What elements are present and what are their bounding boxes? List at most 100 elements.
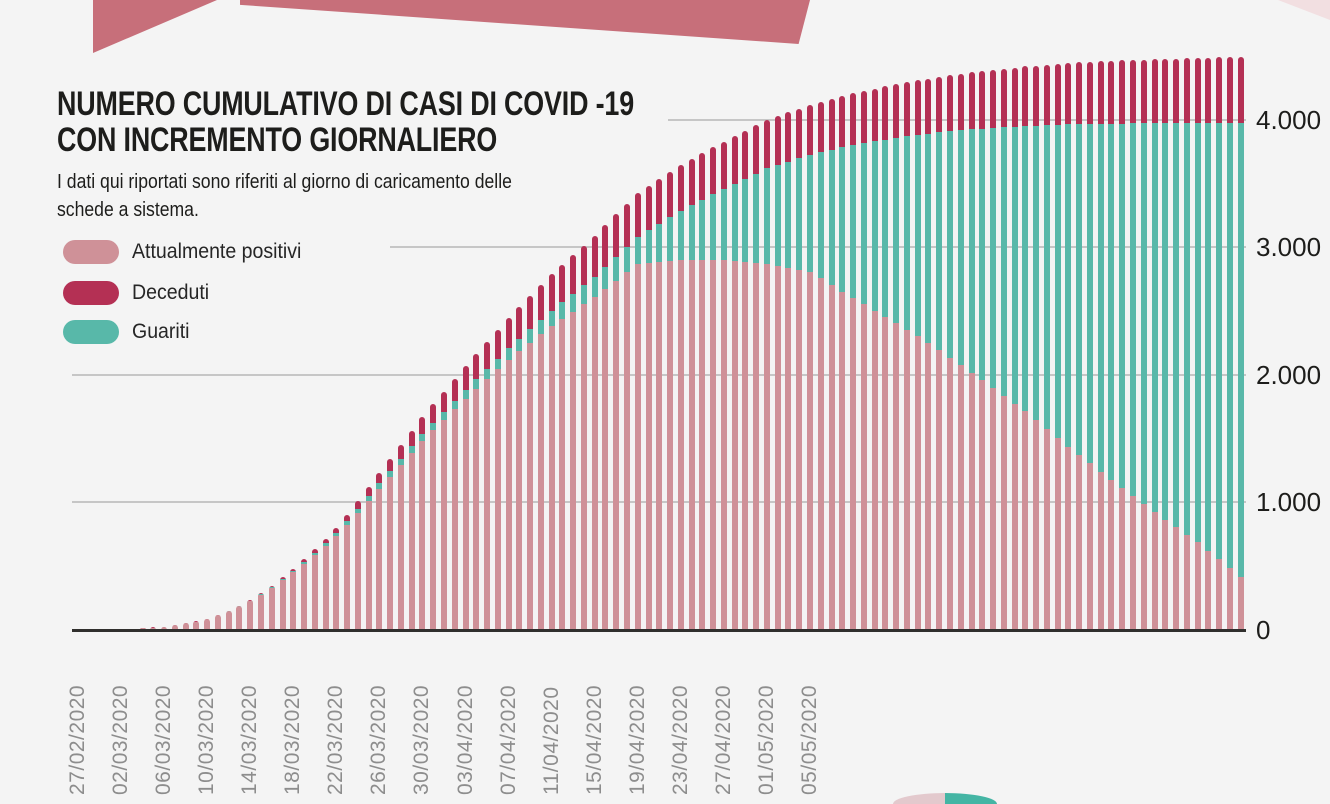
bar-segment-positivi bbox=[677, 260, 684, 630]
bar-segment-deceduti bbox=[828, 98, 835, 150]
x-axis-label: 23/04/2020 bbox=[668, 684, 692, 795]
bar bbox=[936, 76, 943, 630]
bar bbox=[1205, 57, 1212, 630]
bar-segment-positivi bbox=[204, 619, 211, 630]
bar-segment-positivi bbox=[699, 260, 706, 630]
bar bbox=[1054, 63, 1061, 630]
bar bbox=[236, 605, 243, 630]
bar-segment-guariti bbox=[602, 266, 609, 289]
bar-segment-guariti bbox=[580, 285, 587, 305]
bar-segment-positivi bbox=[731, 261, 738, 630]
bar-segment-positivi bbox=[1162, 519, 1169, 630]
chart-subtitle-line2: schede a sistema. bbox=[57, 199, 199, 221]
bar-segment-guariti bbox=[634, 236, 641, 265]
bar bbox=[344, 514, 351, 630]
bar-segment-deceduti bbox=[462, 366, 469, 390]
bar bbox=[225, 610, 232, 630]
bar bbox=[494, 329, 501, 630]
legend-label-guariti: Guariti bbox=[132, 320, 190, 343]
bar bbox=[1033, 65, 1040, 630]
bar bbox=[968, 72, 975, 630]
bar-segment-positivi bbox=[763, 264, 770, 630]
bar bbox=[893, 84, 900, 630]
bar bbox=[774, 116, 781, 630]
top-left-banner-decoration bbox=[93, 0, 217, 53]
bar-segment-positivi bbox=[990, 387, 997, 630]
legend-item-guariti: Guariti bbox=[63, 320, 194, 344]
chart-title-line1: NUMERO CUMULATIVO DI CASI DI COVID -19 bbox=[57, 85, 634, 123]
legend-item-deceduti: Deceduti bbox=[63, 281, 215, 305]
x-axis-label: 02/03/2020 bbox=[109, 684, 133, 795]
bar bbox=[548, 274, 555, 630]
bar bbox=[527, 295, 534, 630]
bar-segment-deceduti bbox=[1119, 60, 1126, 124]
bar-segment-deceduti bbox=[1173, 58, 1180, 124]
bar bbox=[268, 585, 275, 630]
bar bbox=[279, 577, 286, 630]
x-axis-label: 30/03/2020 bbox=[410, 684, 434, 795]
bar-segment-positivi bbox=[354, 513, 361, 630]
x-axis-label: 18/03/2020 bbox=[281, 684, 305, 795]
bar-segment-deceduti bbox=[1140, 59, 1147, 124]
bar bbox=[645, 185, 652, 630]
bar-segment-deceduti bbox=[333, 528, 340, 533]
bar-segment-deceduti bbox=[570, 255, 577, 294]
chart-subtitle: I dati qui riportati sono riferiti al gi… bbox=[57, 168, 574, 224]
legend-swatch-positivi bbox=[63, 240, 119, 264]
bar-segment-guariti bbox=[301, 561, 308, 564]
bar-segment-guariti bbox=[1086, 123, 1093, 464]
bar-segment-deceduti bbox=[354, 501, 361, 509]
bar-segment-positivi bbox=[1000, 395, 1007, 630]
bar bbox=[1173, 58, 1180, 630]
bar-segment-deceduti bbox=[1043, 64, 1050, 126]
bar-segment-guariti bbox=[613, 256, 620, 281]
bar-segment-guariti bbox=[645, 230, 652, 264]
bar-segment-guariti bbox=[828, 149, 835, 286]
bar-segment-positivi bbox=[311, 555, 318, 630]
bar-segment-deceduti bbox=[451, 378, 458, 401]
bar bbox=[914, 80, 921, 630]
bar-segment-guariti bbox=[387, 470, 394, 477]
x-axis-label: 07/04/2020 bbox=[496, 684, 520, 795]
bar-segment-deceduti bbox=[559, 264, 566, 303]
bar bbox=[839, 96, 846, 630]
x-axis-label: 19/04/2020 bbox=[625, 684, 649, 795]
bar-segment-deceduti bbox=[419, 417, 426, 434]
bar-segment-positivi bbox=[839, 291, 846, 630]
bar-segment-guariti bbox=[376, 483, 383, 489]
bar bbox=[807, 104, 814, 630]
top-right-corner-decoration bbox=[1278, 0, 1330, 20]
bar-segment-positivi bbox=[1173, 527, 1180, 630]
bar-segment-positivi bbox=[1022, 411, 1029, 630]
bar-segment-deceduti bbox=[602, 225, 609, 267]
bar bbox=[1011, 67, 1018, 630]
bar-segment-positivi bbox=[1108, 480, 1115, 630]
bar bbox=[742, 130, 749, 630]
bar-segment-guariti bbox=[1000, 127, 1007, 396]
bar-segment-deceduti bbox=[1086, 61, 1093, 124]
x-axis-label: 05/05/2020 bbox=[798, 684, 822, 795]
legend-swatch-guariti bbox=[63, 320, 119, 344]
bar-segment-deceduti bbox=[667, 171, 674, 217]
bar-segment-positivi bbox=[785, 268, 792, 630]
bar-segment-deceduti bbox=[688, 158, 695, 206]
bar-segment-positivi bbox=[473, 388, 480, 630]
bar-segment-positivi bbox=[537, 334, 544, 630]
bar-segment-deceduti bbox=[936, 76, 943, 133]
bar-segment-positivi bbox=[624, 272, 630, 630]
bar-segment-deceduti bbox=[763, 120, 770, 169]
bar-segment-guariti bbox=[441, 411, 447, 420]
bar-segment-guariti bbox=[1043, 125, 1050, 430]
bar-segment-positivi bbox=[774, 266, 781, 630]
bar bbox=[979, 70, 986, 630]
bar-segment-deceduti bbox=[548, 274, 555, 311]
bar bbox=[753, 125, 760, 630]
bar-segment-positivi bbox=[968, 372, 975, 630]
bar-segment-deceduti bbox=[537, 285, 544, 321]
bar-segment-guariti bbox=[537, 320, 544, 335]
bar-segment-positivi bbox=[559, 318, 566, 630]
bar-segment-deceduti bbox=[914, 80, 921, 136]
bar-segment-guariti bbox=[817, 152, 824, 279]
bar bbox=[247, 600, 254, 630]
bar-segment-guariti bbox=[1151, 123, 1158, 513]
